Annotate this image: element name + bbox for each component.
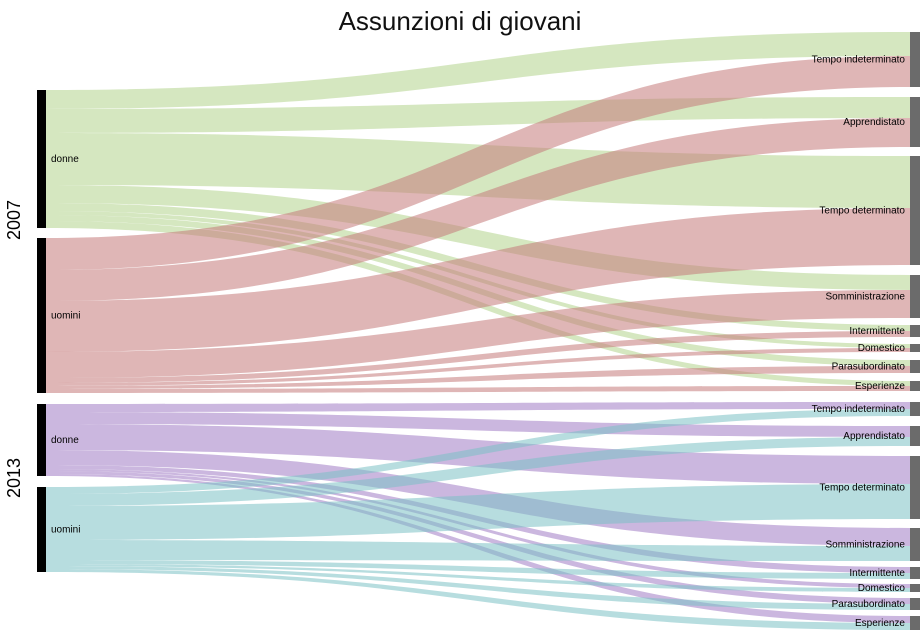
source-label-d13: donne	[51, 435, 79, 446]
link-u13-t13_es	[46, 569, 910, 630]
target-label-t07_td: Tempo determinato	[819, 206, 905, 217]
link-d13-t13_ap	[46, 412, 910, 437]
link-u13-t13_do	[46, 564, 910, 592]
target-node-t07_do	[910, 344, 920, 352]
target-node-t13_in	[910, 567, 920, 579]
target-label-t13_so: Somministrazione	[826, 540, 906, 551]
link-u13-t13_so	[46, 540, 910, 561]
link-u07-t07_td	[46, 208, 910, 352]
links	[46, 32, 910, 630]
target-label-t07_es: Esperienze	[855, 381, 905, 392]
source-node-d07	[37, 90, 46, 228]
link-d13-t13_pa	[46, 471, 910, 604]
link-u07-t07_in	[46, 331, 910, 383]
link-u07-t07_ap	[46, 118, 910, 301]
target-label-t07_so: Somministrazione	[826, 292, 906, 303]
source-node-u13	[37, 487, 46, 572]
source-node-u07	[37, 238, 46, 393]
link-u13-t13_ti	[46, 409, 910, 494]
link-d07-t07_ti	[46, 32, 910, 109]
link-d07-t07_so	[46, 185, 910, 290]
target-label-t13_es: Esperienze	[855, 618, 905, 629]
target-label-t13_ap: Apprendistato	[843, 431, 905, 442]
target-node-t07_ap	[910, 97, 920, 147]
link-u07-t07_pa	[46, 366, 910, 389]
link-u13-t13_td	[46, 484, 910, 540]
target-node-t13_ap	[910, 426, 920, 446]
target-label-t13_td: Tempo determinato	[819, 483, 905, 494]
year-label-2007: 2007	[4, 199, 24, 240]
year-label-2013: 2013	[4, 457, 24, 498]
target-node-t13_ti	[910, 402, 920, 416]
target-label-t13_pa: Parasubordinato	[832, 599, 906, 610]
target-node-t07_td	[910, 156, 920, 265]
link-u07-t07_ti	[46, 56, 910, 270]
target-label-t07_in: Intermittente	[849, 326, 905, 337]
target-node-t07_pa	[910, 360, 920, 373]
link-d13-t13_ti	[46, 402, 910, 412]
target-node-t13_es	[910, 616, 920, 630]
target-node-t13_so	[910, 528, 920, 561]
target-node-t07_so	[910, 275, 920, 318]
link-u07-t07_so	[46, 290, 910, 378]
link-u13-t13_in	[46, 560, 910, 579]
link-u13-t13_ap	[46, 437, 910, 506]
source-label-u13: uomini	[51, 525, 80, 536]
target-label-t07_ap: Apprendistato	[843, 117, 905, 128]
target-nodes: Tempo indeterminato Apprendistato Tempo de…	[812, 32, 920, 630]
target-label-t07_pa: Parasubordinato	[832, 362, 906, 373]
source-nodes: donne uomini donne uomini	[37, 90, 80, 572]
link-u07-t07_do	[46, 348, 910, 386]
source-label-d07: donne	[51, 154, 79, 165]
target-label-t07_do: Domestico	[858, 343, 906, 354]
target-label-t07_ti: Tempo indeterminato	[812, 55, 906, 66]
target-node-t13_pa	[910, 598, 920, 610]
target-node-t13_td	[910, 456, 920, 519]
target-node-t07_es	[910, 381, 920, 391]
target-label-t13_do: Domestico	[858, 583, 906, 594]
target-node-t13_do	[910, 584, 920, 592]
link-u13-t13_pa	[46, 566, 910, 610]
target-node-t07_in	[910, 325, 920, 337]
target-label-t13_ti: Tempo indeterminato	[812, 404, 906, 415]
diagram-title: Assunzioni di giovani	[338, 6, 582, 36]
source-node-d13	[37, 404, 46, 476]
link-u07-t07_es	[46, 386, 910, 393]
target-node-t07_ti	[910, 32, 920, 87]
source-label-u07: uomini	[51, 311, 80, 322]
target-label-t13_in: Intermittente	[849, 568, 905, 579]
